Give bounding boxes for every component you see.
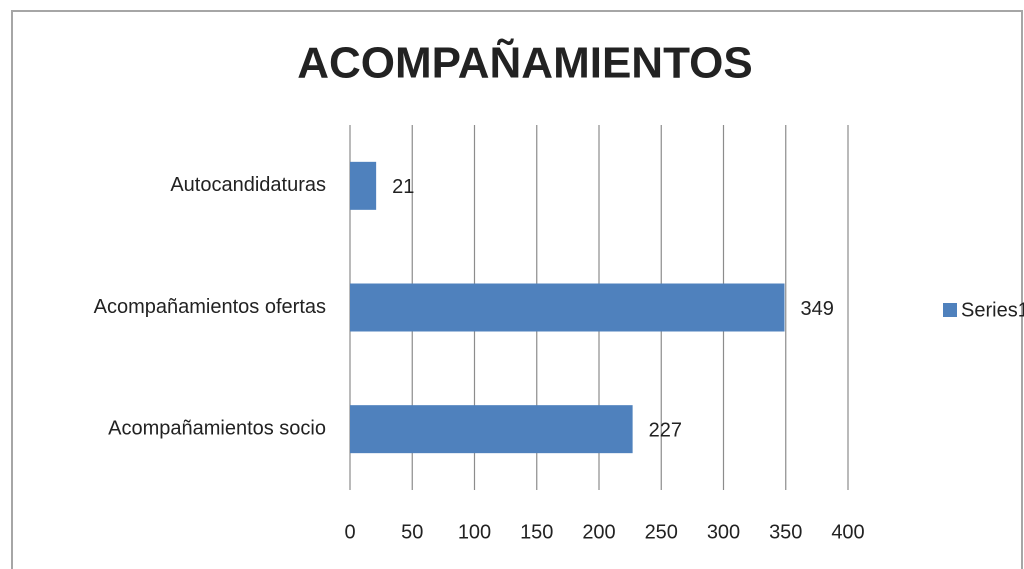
y-tick-label: Autocandidaturas	[170, 174, 326, 196]
bar	[350, 405, 633, 454]
data-label: 349	[801, 298, 834, 320]
bar	[350, 161, 377, 210]
chart-title: ACOMPAÑAMIENTOS	[297, 38, 753, 88]
x-tick-label: 0	[344, 521, 355, 543]
x-tick-label: 300	[707, 521, 740, 543]
data-label: 227	[649, 419, 682, 441]
legend-swatch	[943, 303, 957, 317]
x-tick-label: 150	[520, 521, 553, 543]
x-tick-label: 100	[458, 521, 491, 543]
chart-frame	[11, 10, 1023, 569]
x-tick-label: 200	[582, 521, 615, 543]
y-tick-label: Acompañamientos socio	[108, 417, 326, 439]
x-tick-label: 50	[401, 521, 423, 543]
data-label: 21	[392, 176, 414, 198]
x-tick-label: 250	[645, 521, 678, 543]
x-tick-label: 400	[831, 521, 864, 543]
x-tick-label: 350	[769, 521, 802, 543]
y-tick-label: Acompañamientos ofertas	[94, 296, 326, 318]
legend-label: Series1	[961, 299, 1024, 321]
bar	[350, 283, 785, 332]
